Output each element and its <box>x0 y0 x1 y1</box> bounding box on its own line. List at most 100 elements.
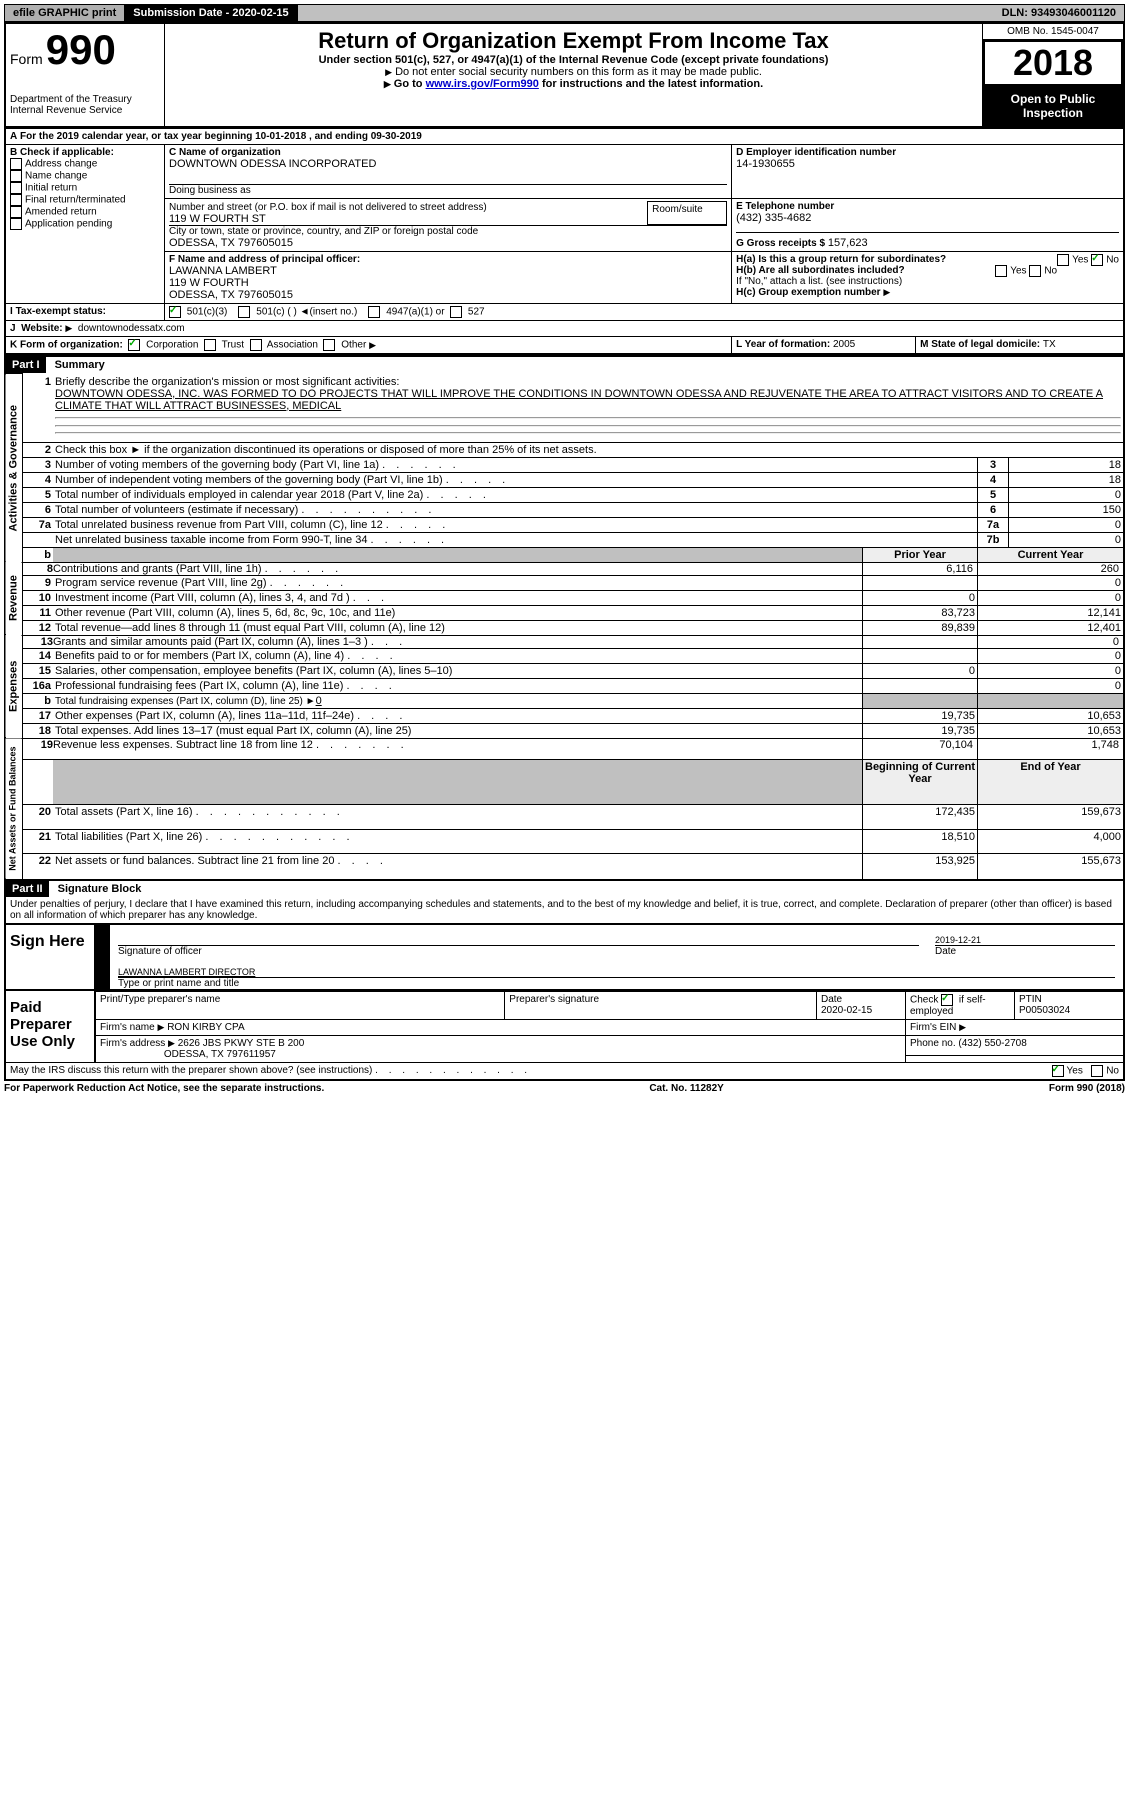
org-name-label: C Name of organization <box>169 147 727 158</box>
line22-text: Net assets or fund balances. Subtract li… <box>55 855 334 867</box>
line12-py: 89,839 <box>863 620 978 635</box>
omb-number: OMB No. 1545-0047 <box>983 24 1123 40</box>
h-note: If "No," attach a list. (see instruction… <box>736 276 1119 287</box>
form-number: 990 <box>46 26 116 73</box>
irs-link[interactable]: www.irs.gov/Form990 <box>426 78 539 90</box>
line14-text: Benefits paid to or for members (Part IX… <box>55 650 344 662</box>
line15-py: 0 <box>863 663 978 678</box>
street-label: Number and street (or P.O. box if mail i… <box>169 202 647 213</box>
line20-cy: 159,673 <box>978 804 1125 829</box>
final-return-checkbox[interactable] <box>10 194 22 206</box>
dba-label: Doing business as <box>169 185 727 196</box>
line3-text: Number of voting members of the governin… <box>55 459 379 471</box>
line15-text: Salaries, other compensation, employee b… <box>53 663 863 678</box>
form-subtitle: Under section 501(c), 527, or 4947(a)(1)… <box>169 54 978 66</box>
tab-netassets: Net Assets or Fund Balances <box>5 738 23 880</box>
footer-mid: Cat. No. 11282Y <box>649 1083 723 1094</box>
hb-yes-checkbox[interactable] <box>995 265 1007 277</box>
city-label: City or town, state or province, country… <box>169 226 727 237</box>
self-employed-checkbox[interactable] <box>941 994 953 1006</box>
footer-right: Form 990 (2018) <box>1049 1083 1125 1094</box>
year-formation-label: L Year of formation: <box>736 339 833 350</box>
top-bar: efile GRAPHIC print Submission Date - 20… <box>4 4 1125 22</box>
tax-year-line: A For the 2019 calendar year, or tax yea… <box>5 129 1124 145</box>
irs-yes-checkbox[interactable] <box>1052 1065 1064 1077</box>
line10-py: 0 <box>863 590 978 605</box>
line12-cy: 12,401 <box>978 620 1125 635</box>
firm-name-label: Firm's name <box>100 1022 157 1033</box>
line20-text: Total assets (Part X, line 16) <box>55 806 193 818</box>
prep-sig-label: Preparer's signature <box>505 991 817 1019</box>
address-change-checkbox[interactable] <box>10 158 22 170</box>
org-name: DOWNTOWN ODESSA INCORPORATED <box>169 158 727 170</box>
irs-no-checkbox[interactable] <box>1091 1065 1103 1077</box>
hb-label: H(b) Are all subordinates included? <box>736 265 905 276</box>
line3-val: 18 <box>1009 457 1125 472</box>
line7b-text: Net unrelated business taxable income fr… <box>55 534 367 546</box>
501c-checkbox[interactable] <box>238 306 250 318</box>
line16b-text: Total fundraising expenses (Part IX, col… <box>55 696 316 707</box>
tab-revenue: Revenue <box>5 562 23 635</box>
line22-py: 153,925 <box>863 854 978 880</box>
assoc-checkbox[interactable] <box>250 339 262 351</box>
prior-year-hdr: Prior Year <box>863 547 978 562</box>
sig-date: 2019-12-21 <box>935 925 1115 946</box>
room-label: Room/suite <box>648 202 727 225</box>
corp-checkbox[interactable] <box>128 339 140 351</box>
website-value: downtownodessatx.com <box>78 323 185 334</box>
line21-py: 18,510 <box>863 829 978 854</box>
line5-val: 0 <box>1009 487 1125 502</box>
ha-label: H(a) Is this a group return for subordin… <box>736 254 946 265</box>
line4-text: Number of independent voting members of … <box>55 474 443 486</box>
part1-name: Summary <box>55 359 105 371</box>
end-year-hdr: End of Year <box>978 760 1125 805</box>
line17-text: Other expenses (Part IX, column (A), lin… <box>55 710 354 722</box>
tab-expenses: Expenses <box>5 635 23 738</box>
line18-py: 19,735 <box>863 723 978 738</box>
line7b-val: 0 <box>1009 532 1125 547</box>
line17-cy: 10,653 <box>978 708 1125 723</box>
section-a: A For the 2019 calendar year, or tax yea… <box>4 128 1125 355</box>
website-label: Website: <box>21 323 65 334</box>
other-checkbox[interactable] <box>323 339 335 351</box>
part1-header: Part I <box>6 357 46 373</box>
4947-checkbox[interactable] <box>368 306 380 318</box>
line16a-cy: 0 <box>978 678 1125 693</box>
line18-cy: 10,653 <box>978 723 1125 738</box>
q1-text: DOWNTOWN ODESSA, INC. WAS FORMED TO DO P… <box>55 388 1103 412</box>
line19-cy: 1,748 <box>978 738 1125 760</box>
preparer-section: Paid Preparer Use Only Print/Type prepar… <box>4 991 1125 1081</box>
amended-return-checkbox[interactable] <box>10 206 22 218</box>
may-irs-text: May the IRS discuss this return with the… <box>10 1065 372 1076</box>
trust-checkbox[interactable] <box>204 339 216 351</box>
form-title: Return of Organization Exempt From Incom… <box>169 28 978 54</box>
q2-text: Check this box ► if the organization dis… <box>53 442 1124 457</box>
page-footer: For Paperwork Reduction Act Notice, see … <box>4 1081 1125 1094</box>
efile-print-button[interactable]: efile GRAPHIC print <box>5 5 125 21</box>
state-domicile-label: M State of legal domicile: <box>920 339 1043 350</box>
line8-text: Contributions and grants (Part VIII, lin… <box>53 563 262 575</box>
form-org-label: K Form of organization: <box>10 340 123 351</box>
line21-cy: 4,000 <box>978 829 1125 854</box>
gross-label: G Gross receipts $ <box>736 238 828 249</box>
initial-return-checkbox[interactable] <box>10 182 22 194</box>
form-word: Form <box>10 51 43 67</box>
line22-cy: 155,673 <box>978 854 1125 880</box>
firm-addr-label: Firm's address <box>100 1038 168 1049</box>
name-change-checkbox[interactable] <box>10 170 22 182</box>
hc-label: H(c) Group exemption number <box>736 287 883 298</box>
firm-name: RON KIRBY CPA <box>167 1022 244 1033</box>
501c3-checkbox[interactable] <box>169 306 181 318</box>
line8-py: 6,116 <box>863 562 978 575</box>
ha-yes-checkbox[interactable] <box>1057 254 1069 266</box>
firm-ein-label: Firm's EIN <box>910 1022 959 1033</box>
hb-no-checkbox[interactable] <box>1029 265 1041 277</box>
signature-section: Sign Here Signature of officer 2019-12-2… <box>4 925 1125 991</box>
application-pending-checkbox[interactable] <box>10 218 22 230</box>
line7a-val: 0 <box>1009 517 1125 532</box>
begin-year-hdr: Beginning of Current Year <box>863 760 978 805</box>
527-checkbox[interactable] <box>450 306 462 318</box>
prep-name-label: Print/Type preparer's name <box>95 991 505 1019</box>
line16a-text: Professional fundraising fees (Part IX, … <box>55 680 343 692</box>
ha-no-checkbox[interactable] <box>1091 254 1103 266</box>
